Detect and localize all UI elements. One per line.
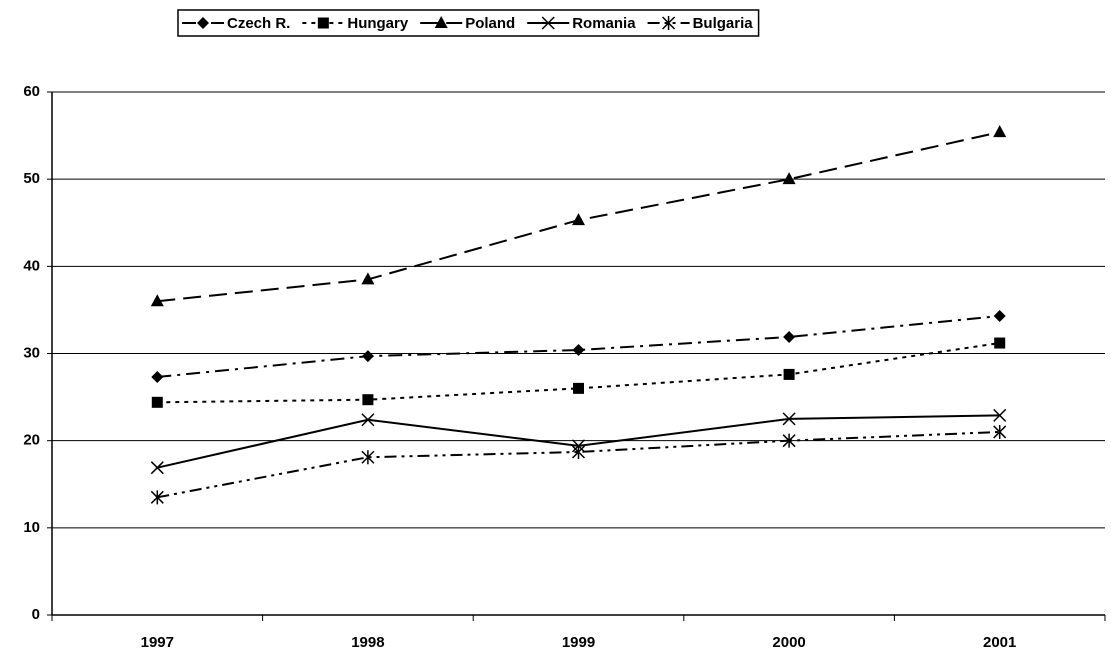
series-line (157, 430, 1000, 499)
y-tick-label: 60 (23, 83, 40, 100)
y-tick-label: 20 (23, 432, 40, 449)
marker (361, 272, 375, 285)
marker (150, 461, 164, 475)
y-tick-label: 0 (32, 606, 40, 623)
marker (572, 213, 585, 226)
legend-marker (434, 16, 448, 28)
marker (151, 396, 163, 408)
marker (994, 337, 1006, 349)
marker (782, 172, 796, 185)
marker (993, 310, 1006, 323)
marker (150, 490, 164, 505)
legend-label: Poland (465, 15, 515, 32)
series-line (157, 315, 1000, 379)
marker (571, 444, 586, 459)
legend-marker (197, 17, 209, 29)
marker (993, 424, 1007, 439)
marker (783, 330, 796, 343)
y-tick-label: 50 (23, 170, 40, 187)
marker (151, 371, 164, 384)
legend-label: Romania (572, 15, 636, 32)
marker (573, 382, 584, 394)
legend-label: Czech R. (227, 15, 290, 32)
x-tick-label: 1999 (562, 634, 595, 651)
legend-marker (541, 16, 555, 30)
y-tick-label: 30 (23, 344, 40, 361)
x-tick-label: 1997 (141, 634, 174, 651)
series-line (157, 342, 1000, 404)
marker (361, 413, 375, 427)
marker (150, 294, 164, 307)
legend-marker (662, 16, 676, 30)
marker (993, 408, 1007, 422)
marker (782, 433, 796, 448)
marker (572, 344, 585, 357)
x-tick-label: 2001 (983, 634, 1016, 651)
marker (783, 368, 795, 380)
y-tick-label: 10 (23, 519, 40, 536)
legend-label: Bulgaria (693, 15, 754, 32)
y-tick-label: 40 (23, 257, 40, 274)
marker (782, 412, 796, 426)
marker (361, 350, 374, 363)
marker (361, 450, 375, 465)
x-tick-label: 2000 (772, 634, 805, 651)
legend-label: Hungary (347, 15, 409, 32)
marker (993, 125, 1007, 138)
marker (362, 394, 374, 406)
x-tick-label: 1998 (351, 634, 384, 651)
series-line (157, 414, 1000, 469)
legend-marker (317, 17, 329, 29)
legend-box (177, 9, 760, 37)
